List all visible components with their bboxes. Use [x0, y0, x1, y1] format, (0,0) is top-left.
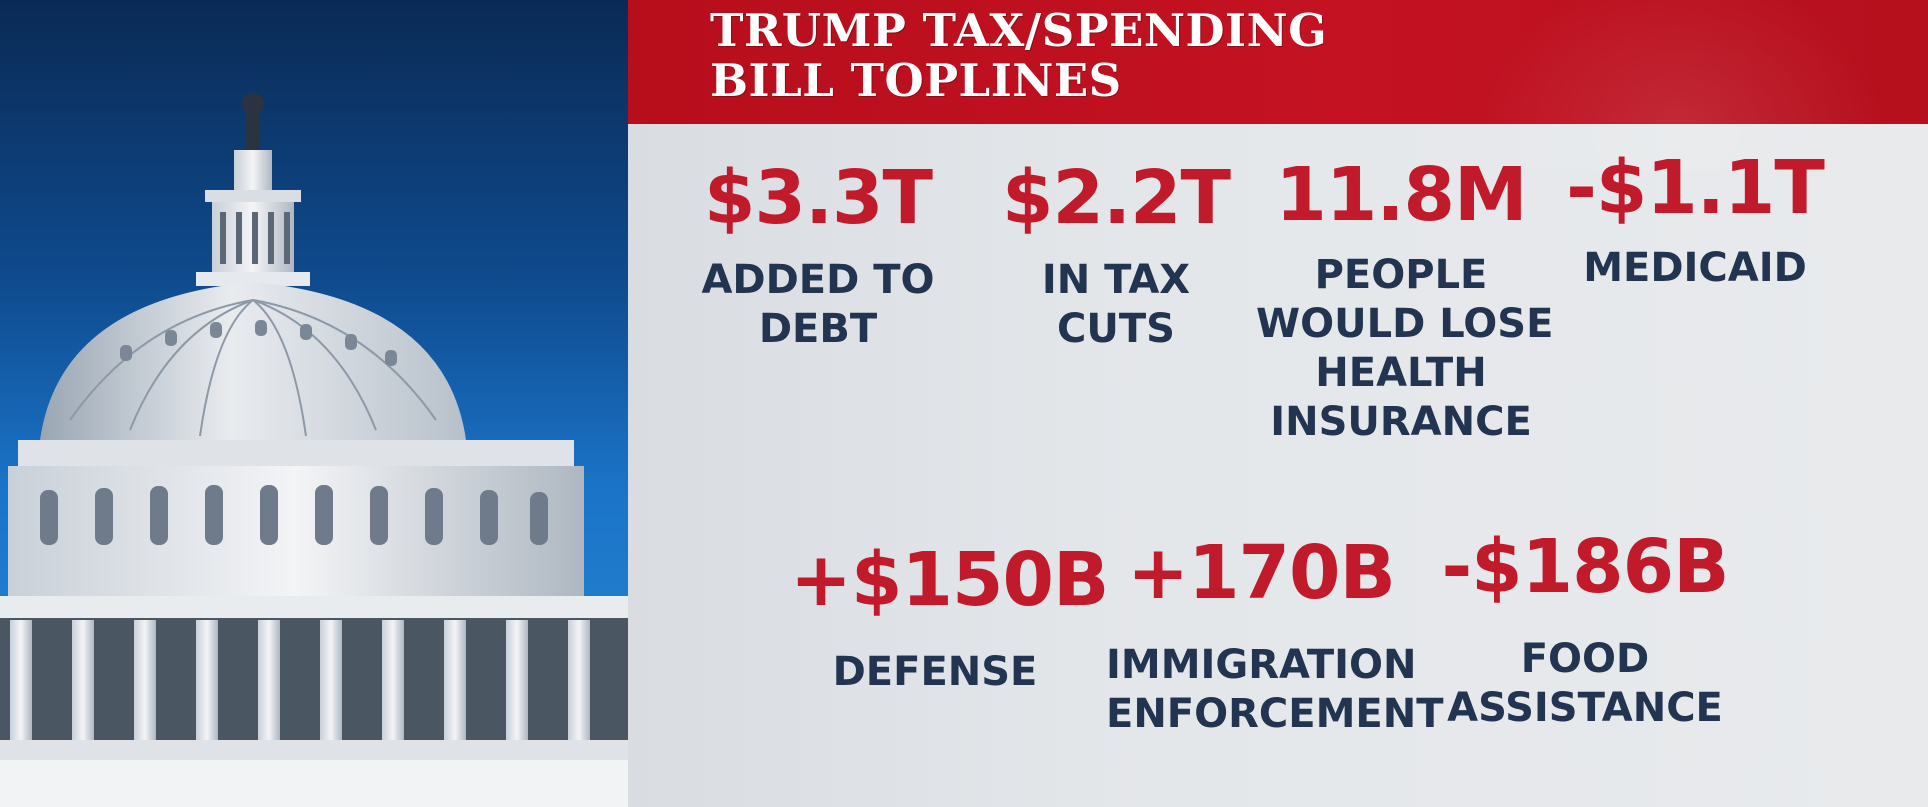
- stat-medicaid: -$1.1T MEDICAID: [1565, 148, 1825, 293]
- stat-label: FOOD ASSISTANCE: [1440, 635, 1730, 733]
- stat-value: -$1.1T: [1566, 145, 1825, 231]
- stat-label-line: WOULD LOSE: [1256, 301, 1554, 347]
- stat-label-line: CUTS: [1057, 306, 1175, 352]
- banner-title: TRUMP TAX/SPENDING BILL TOPLINES: [710, 6, 1327, 106]
- banner-title-line2: BILL TOPLINES: [710, 54, 1122, 107]
- toplines-panel: TRUMP TAX/SPENDING BILL TOPLINES $3.3T A…: [628, 0, 1928, 807]
- banner-dome-watermark: [1468, 0, 1888, 170]
- banner-title-line1: TRUMP TAX/SPENDING: [710, 4, 1328, 57]
- stat-debt: $3.3T ADDED TO DEBT: [688, 158, 948, 354]
- stat-value: +$150B: [790, 537, 1109, 623]
- stat-label-line: INSURANCE: [1270, 399, 1532, 445]
- stat-value: -$186B: [1441, 524, 1729, 610]
- stat-immigration-enforcement: +170B IMMIGRATION ENFORCEMENT: [1106, 530, 1444, 739]
- capitol-dome-illustration: [0, 93, 628, 807]
- capitol-dome-photo: [0, 0, 628, 807]
- stat-label-line: ADDED TO: [701, 257, 935, 303]
- stat-label-line: DEFENSE: [832, 649, 1038, 695]
- stat-label-line: IN TAX: [1041, 257, 1191, 303]
- stat-label: DEFENSE: [790, 648, 1080, 697]
- stat-label: PEOPLE WOULD LOSE HEALTH INSURANCE: [1256, 251, 1554, 447]
- stat-label-line: HEALTH: [1315, 350, 1487, 396]
- stat-health-insurance: 11.8M PEOPLE WOULD LOSE HEALTH INSURANCE: [1256, 152, 1554, 447]
- stat-label-line: ENFORCEMENT: [1106, 691, 1444, 737]
- stat-value: $2.2T: [1001, 155, 1231, 241]
- stat-label: IN TAX CUTS: [986, 256, 1246, 354]
- stat-label-line: DEBT: [758, 306, 878, 352]
- stat-value: +170B: [1127, 530, 1396, 616]
- title-banner: TRUMP TAX/SPENDING BILL TOPLINES: [628, 0, 1928, 170]
- stat-food-assistance: -$186B FOOD ASSISTANCE: [1440, 527, 1730, 733]
- stat-label: IMMIGRATION ENFORCEMENT: [1106, 641, 1444, 739]
- stat-value: $3.3T: [703, 155, 933, 241]
- stat-label-line: FOOD: [1520, 636, 1650, 682]
- stat-label: ADDED TO DEBT: [688, 256, 948, 354]
- stat-value: 11.8M: [1275, 152, 1527, 238]
- stat-label-line: PEOPLE: [1314, 252, 1488, 298]
- stat-defense: +$150B DEFENSE: [790, 537, 1109, 697]
- stat-label-line: IMMIGRATION: [1106, 642, 1417, 688]
- stat-tax-cuts: $2.2T IN TAX CUTS: [986, 158, 1246, 354]
- stat-label-line: MEDICAID: [1583, 245, 1807, 291]
- stat-label-line: ASSISTANCE: [1447, 685, 1723, 731]
- stat-label: MEDICAID: [1565, 244, 1825, 293]
